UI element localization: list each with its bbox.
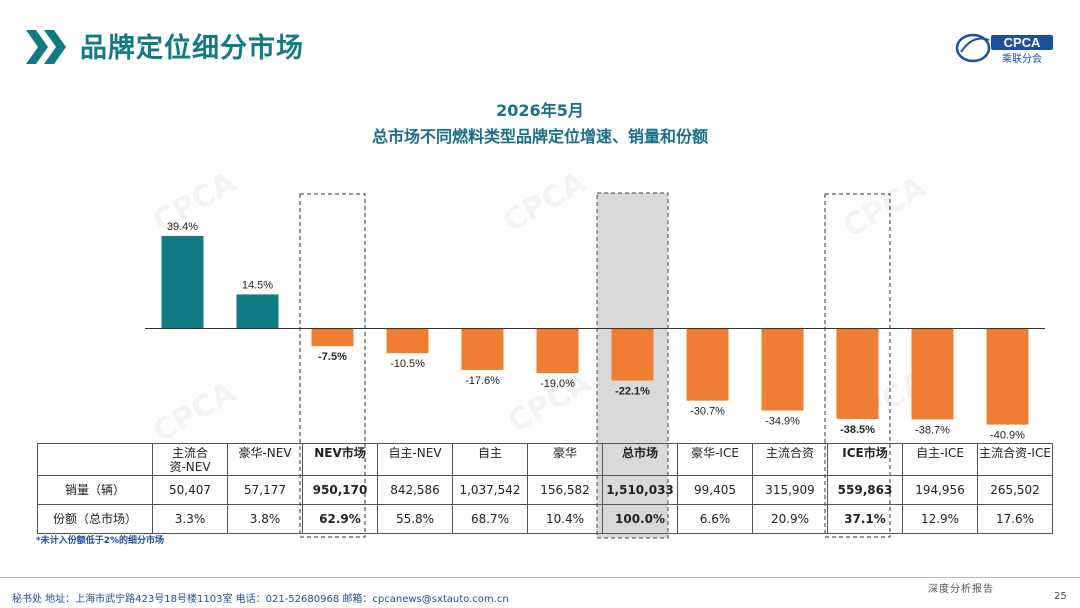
- footer-divider: [0, 577, 1080, 578]
- table-corner-cell: [37, 443, 153, 476]
- bar-5: [536, 328, 579, 374]
- cpca-logo: CPCA 乘联分会: [955, 33, 1053, 65]
- bar-1: [236, 294, 279, 329]
- table-cell: 1,037,542: [452, 475, 528, 505]
- bar-value-label: -30.7%: [690, 406, 725, 418]
- table-row-share: 份额（总市场） 3.3% 3.8% 62.9% 55.8% 68.7% 10.4% 100.0…: [37, 504, 1053, 534]
- table-cell: 50,407: [152, 475, 228, 505]
- bar-value-label: -7.5%: [318, 351, 347, 363]
- bar-value-label: 39.4%: [167, 221, 198, 233]
- page-number: 25: [1054, 591, 1067, 602]
- table-header-cell: 豪华-ICE: [677, 443, 753, 476]
- table-cell: 37.1%: [827, 504, 903, 534]
- table-cell: 559,863: [827, 475, 903, 505]
- footnote: *未计入份额低于2%的细分市场: [36, 536, 164, 546]
- bar-value-label: -19.0%: [540, 378, 575, 390]
- bar-6: [611, 328, 654, 381]
- table-header-row: 主流合 资-NEV 豪华-NEV NEV市场 自主-NEV 自主 豪华 总市场 豪华-ICE 主流…: [37, 443, 1053, 476]
- table-header-cell: 豪华-NEV: [227, 443, 303, 476]
- table-cell: 315,909: [752, 475, 828, 505]
- table-cell: 100.0%: [602, 504, 678, 534]
- table-header-cell: 自主: [452, 443, 528, 476]
- table-header-cell: NEV市场: [302, 443, 378, 476]
- table-cell: 62.9%: [302, 504, 378, 534]
- bar-10: [911, 328, 954, 420]
- table-cell: 55.8%: [377, 504, 453, 534]
- table-cell: 194,956: [902, 475, 978, 505]
- table-header-cell: 总市场: [602, 443, 678, 476]
- table-row-label: 销量（辆）: [37, 475, 153, 505]
- bar-value-label: -22.1%: [615, 385, 650, 397]
- table-cell: 57,177: [227, 475, 303, 505]
- table-cell: 6.6%: [677, 504, 753, 534]
- bar-11: [986, 328, 1029, 425]
- chart-title-block: 2026年5月 总市场不同燃料类型品牌定位增速、销量和份额: [0, 98, 1080, 150]
- logo-subtext: 乘联分会: [1002, 52, 1042, 65]
- table-cell: 20.9%: [752, 504, 828, 534]
- table-cell: 99,405: [677, 475, 753, 505]
- bar-2: [311, 328, 354, 347]
- bar-8: [761, 328, 804, 411]
- footer-report-label: 深度分析报告: [928, 584, 994, 595]
- bar-7: [686, 328, 729, 401]
- highlight-dashed-box: [824, 193, 891, 538]
- bar-value-label: -34.9%: [765, 416, 800, 428]
- chart-subtitle: 总市场不同燃料类型品牌定位增速、销量和份额: [371, 127, 708, 146]
- bar-4: [461, 328, 504, 370]
- bar-value-label: 14.5%: [242, 279, 273, 291]
- bar-value-label: -40.9%: [990, 430, 1025, 442]
- table-header-cell: 豪华: [527, 443, 603, 476]
- chart-title: 2026年5月: [496, 101, 584, 120]
- table-cell: 3.3%: [152, 504, 228, 534]
- bar-3: [386, 328, 429, 354]
- logo-text: CPCA: [1004, 35, 1041, 50]
- highlight-dashed-box: [299, 193, 366, 538]
- page-header: 品牌定位细分市场 CPCA 乘联分会: [0, 0, 1080, 75]
- table-header-cell: 主流合资: [752, 443, 828, 476]
- table-cell: 156,582: [527, 475, 603, 505]
- bar-value-label: -17.6%: [465, 375, 500, 387]
- table-header-cell: 自主-ICE: [902, 443, 978, 476]
- bar-value-label: -10.5%: [390, 358, 425, 370]
- table-cell: 265,502: [977, 475, 1053, 505]
- double-chevron-icon: [26, 30, 66, 64]
- table-cell: 842,586: [377, 475, 453, 505]
- table-header-cell: 主流合资-ICE: [977, 443, 1053, 476]
- footer-address: 秘书处 地址：上海市武宁路423号18号楼1103室 电话：021-526809…: [12, 594, 509, 605]
- table-row-label: 份额（总市场）: [37, 504, 153, 534]
- table-header-cell: 自主-NEV: [377, 443, 453, 476]
- table-cell: 1,510,033: [602, 475, 678, 505]
- bar-value-label: -38.7%: [915, 424, 950, 436]
- table-cell: 68.7%: [452, 504, 528, 534]
- table-cell: 3.8%: [227, 504, 303, 534]
- table-header-cell: 主流合 资-NEV: [152, 443, 228, 476]
- bar-value-label: -38.5%: [840, 424, 875, 436]
- table-header-cell: ICE市场: [827, 443, 903, 476]
- bar-9: [836, 328, 879, 419]
- table-cell: 12.9%: [902, 504, 978, 534]
- table-cell: 10.4%: [527, 504, 603, 534]
- table-row-sales: 销量（辆） 50,407 57,177 950,170 842,586 1,037,542…: [37, 475, 1053, 505]
- page-title: 品牌定位细分市场: [80, 33, 304, 64]
- table-cell: 950,170: [302, 475, 378, 505]
- data-table: 主流合 资-NEV 豪华-NEV NEV市场 自主-NEV 自主 豪华 总市场 豪华-ICE 主流…: [37, 443, 1053, 534]
- bar-0: [161, 235, 204, 329]
- table-cell: 17.6%: [977, 504, 1053, 534]
